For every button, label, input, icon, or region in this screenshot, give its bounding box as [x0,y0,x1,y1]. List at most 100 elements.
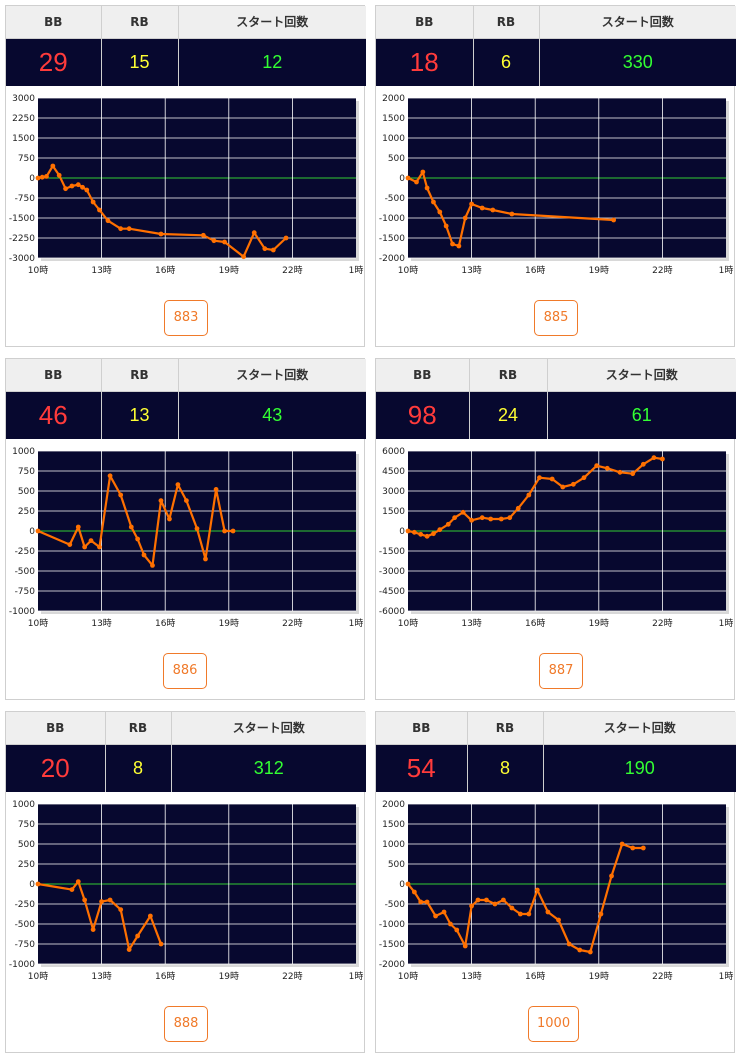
data-point [158,498,164,503]
y-tick-label: 4500 [382,467,405,477]
data-point [175,482,181,487]
y-tick-label: 1000 [382,134,405,144]
data-point [405,528,411,534]
data-point [241,254,247,260]
rb-count: 24 [469,391,548,439]
data-point [418,899,424,905]
data-point [35,528,41,534]
data-point [556,917,561,923]
data-point [526,911,532,917]
start-count: 330 [539,38,736,86]
machine-number-button[interactable]: 887 [539,653,583,689]
data-point [507,515,513,521]
machine-number-button[interactable]: 883 [164,300,208,336]
data-point [570,481,576,487]
data-point [150,563,155,568]
x-tick-label: 10時 [28,971,48,982]
rb-header: RB [467,712,544,745]
data-point [594,463,600,469]
stats-table: BB RB スタート回数 54 8 190 [376,712,736,792]
y-tick-label: -750 [15,587,36,597]
data-point [454,927,460,933]
data-point [475,897,481,903]
data-point [82,544,88,550]
data-point [203,556,208,562]
x-tick-label: 10時 [28,265,48,276]
data-point [135,536,141,542]
data-point [167,516,172,522]
data-point [433,913,438,919]
rb-count: 6 [473,38,540,86]
stats-table: BB RB スタート回数 18 6 330 [376,6,736,86]
data-point [414,179,419,185]
data-point [479,205,485,211]
data-point [501,897,506,903]
data-point [411,529,417,535]
data-point [418,531,424,537]
start-count-header: スタート回数 [178,359,366,392]
x-tick-label: 13時 [91,971,111,982]
data-point [431,531,436,537]
rb-count: 8 [105,744,172,792]
machine-number-button[interactable]: 888 [164,1006,208,1042]
y-tick-label: 2250 [12,114,35,124]
stats-table: BB RB スタート回数 29 15 12 [6,6,366,86]
data-point [469,903,474,909]
data-point [609,873,614,879]
bb-count: 18 [376,38,474,86]
x-tick-label: 10時 [398,971,418,982]
data-point [80,184,85,190]
stats-table: BB RB スタート回数 98 24 61 [376,359,736,439]
y-tick-label: -1500 [379,234,405,244]
start-count-header: スタート回数 [543,712,736,745]
machine-number-button[interactable]: 886 [163,653,207,689]
start-count: 12 [178,38,366,86]
data-point [488,516,494,522]
data-point [35,881,41,887]
y-tick-label: 250 [18,860,35,870]
data-point [69,887,75,892]
x-tick-label: 16時 [155,618,175,629]
data-point [450,241,455,247]
start-count-header: スタート回数 [547,359,736,392]
x-tick-label: 1時 [719,265,734,276]
x-tick-label: 13時 [461,265,481,276]
machine-number-button[interactable]: 1000 [528,1006,580,1042]
data-point [462,943,468,949]
start-count-header: スタート回数 [178,6,366,39]
data-point [420,169,426,175]
x-tick-label: 10時 [398,265,418,276]
data-point [490,207,496,213]
x-tick-label: 10時 [28,618,48,629]
data-point [611,217,617,223]
machine-panel: BB RB スタート回数 98 24 61 6000 4500 3000 1500 0 -1500 -3… [375,358,736,700]
data-point [84,187,90,193]
y-tick-label: -2000 [379,254,405,264]
data-point [452,515,458,521]
data-point [50,163,56,169]
data-point [534,887,540,893]
y-tick-label: 750 [18,467,35,477]
start-count: 61 [547,391,736,439]
rb-header: RB [101,6,179,39]
x-tick-label: 1時 [719,971,734,982]
y-tick-label: 0 [29,880,35,890]
machine-number-button[interactable]: 885 [534,300,578,336]
data-point [424,185,430,191]
data-point [437,209,443,215]
data-point [443,223,449,229]
bb-header: BB [6,359,102,392]
data-point [545,909,551,915]
x-tick-label: 1時 [719,618,734,629]
y-tick-label: -750 [15,194,36,204]
start-count: 190 [543,744,736,792]
data-point [97,544,102,550]
data-point [222,528,227,534]
machine-panel: BB RB スタート回数 46 13 43 1000 750 500 250 0 -250 -500 -7… [5,358,366,700]
bb-count: 98 [376,391,470,439]
data-point [200,232,206,238]
data-point [147,913,153,919]
y-tick-label: -1500 [379,547,405,557]
data-point [479,515,485,521]
